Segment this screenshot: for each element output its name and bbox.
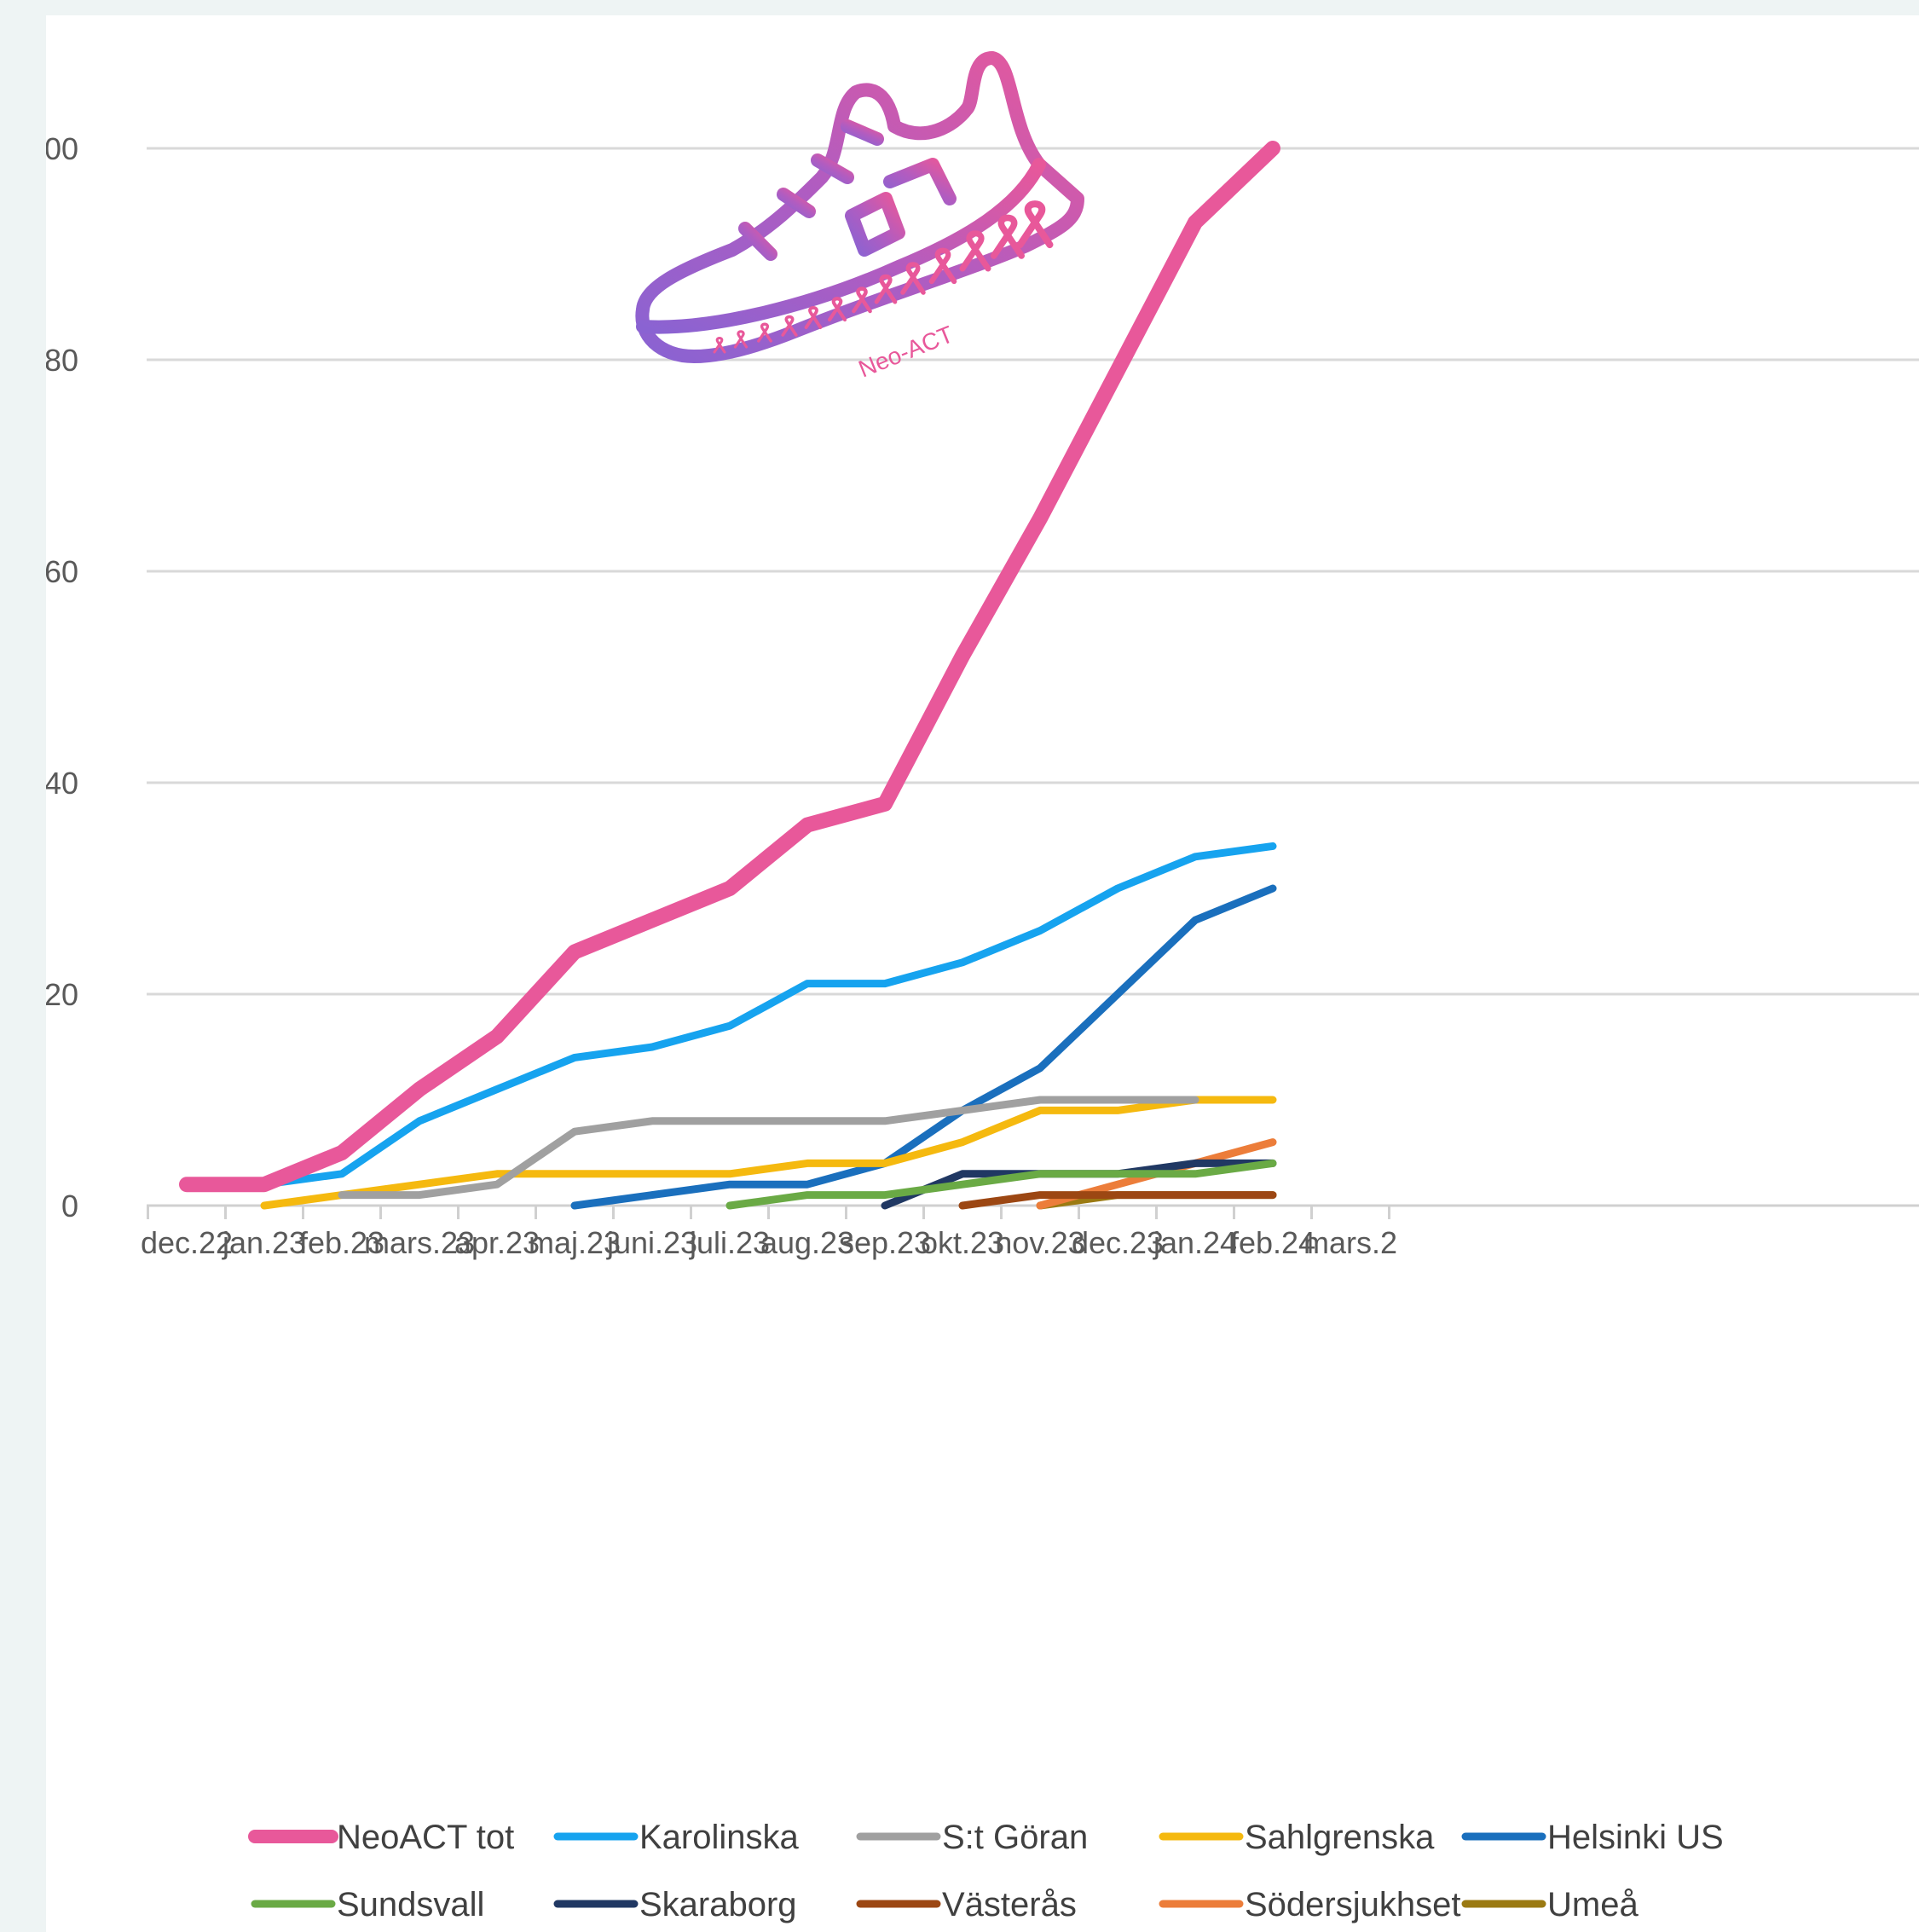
x-tick-label: apr.23 — [454, 1225, 540, 1260]
y-tick-labels: 0 20 40 60 80 100 — [46, 131, 78, 1223]
x-tick-label: juni.23 — [606, 1225, 697, 1260]
legend-item: Sundsvall — [251, 1886, 484, 1923]
series-line-sahlgrenska — [260, 1096, 1277, 1210]
legend-label: Västerås — [942, 1886, 1077, 1923]
legend-item: Skaraborg — [553, 1886, 797, 1923]
ribbon-icon — [1016, 200, 1054, 249]
logo-wordmark: Neo-ACT — [855, 321, 957, 382]
x-tick-label: juli.23 — [689, 1225, 770, 1260]
x-tick-label: jan.23 — [222, 1225, 306, 1260]
ribbon-icon — [781, 315, 798, 337]
x-tick-label: maj.23 — [529, 1225, 621, 1260]
chart-card: 0 20 40 60 80 100 dec.22jan.23feb.23mars.23ap… — [46, 15, 1919, 1932]
ribbon-icon — [900, 262, 926, 295]
legend-item: Umeå — [1461, 1886, 1639, 1923]
x-tick-label: sep.23 — [839, 1225, 931, 1260]
legend-item: Västerås — [856, 1886, 1077, 1923]
y-tick-label: 20 — [46, 977, 78, 1012]
legend: NeoACT tot Karolinska S:t Göran Sahlgrenska… — [248, 1819, 1724, 1923]
ribbon-icon — [713, 337, 726, 354]
neo-act-shoe-logo: Neo-ACT — [635, 51, 1084, 383]
legend-label: Sahlgrenska — [1245, 1819, 1435, 1856]
y-tick-label: 100 — [46, 131, 78, 166]
legend-item: Sahlgrenska — [1159, 1819, 1435, 1856]
ribbon-icon — [874, 274, 898, 304]
legend-label: S:t Göran — [942, 1819, 1088, 1856]
legend-label: Södersjukhset — [1245, 1886, 1460, 1923]
x-axis — [147, 1204, 1919, 1219]
ribbon-icon — [804, 305, 823, 329]
ribbon-icon — [959, 230, 991, 272]
legend-item: NeoACT tot — [248, 1819, 514, 1856]
x-tick-label: mars.2 — [1303, 1225, 1397, 1260]
legend-label: NeoACT tot — [337, 1819, 514, 1856]
ribbon-icon — [928, 247, 957, 285]
legend-label: Helsinki US — [1547, 1819, 1724, 1856]
legend-item: Södersjukhset — [1159, 1886, 1460, 1923]
x-tick-label: aug.23 — [760, 1225, 854, 1260]
x-tick-label: nov.23 — [995, 1225, 1084, 1260]
x-tick-label: dec.22 — [141, 1225, 233, 1260]
ribbon-icon — [757, 322, 772, 343]
series-line-neoact-tot — [179, 141, 1280, 1193]
legend-item: S:t Göran — [856, 1819, 1088, 1856]
series-lines — [179, 141, 1280, 1210]
series-line-s-t-g-ran — [338, 1096, 1199, 1200]
legend-label: Karolinska — [639, 1819, 800, 1856]
y-tick-label: 80 — [46, 343, 78, 378]
series-line-karolinska — [182, 842, 1277, 1189]
series-line-helsinki-us — [570, 884, 1277, 1210]
ribbon-icon — [852, 286, 872, 314]
ribbon-icon — [991, 214, 1025, 259]
series-line-sundsvall — [725, 1159, 1277, 1210]
x-tick-label: feb.23 — [299, 1225, 384, 1260]
legend-item: Karolinska — [553, 1819, 800, 1856]
y-tick-label: 60 — [46, 554, 78, 589]
x-tick-labels: dec.22jan.23feb.23mars.23apr.23maj.23jun… — [141, 1225, 1397, 1260]
legend-label: Sundsvall — [337, 1886, 484, 1923]
x-tick-label: mars.23 — [364, 1225, 475, 1260]
line-chart: 0 20 40 60 80 100 dec.22jan.23feb.23mars.23ap… — [46, 51, 1919, 1923]
x-tick-label: jan.24 — [1153, 1225, 1237, 1260]
legend-item: Helsinki US — [1461, 1819, 1724, 1856]
ribbon-icon — [827, 297, 847, 322]
legend-label: Umeå — [1547, 1886, 1639, 1923]
y-tick-label: 40 — [46, 766, 78, 801]
y-tick-label: 0 — [61, 1189, 78, 1223]
ribbon-icon — [733, 330, 749, 349]
x-tick-label: okt.23 — [921, 1225, 1004, 1260]
x-tick-label: dec.23 — [1072, 1225, 1164, 1260]
legend-label: Skaraborg — [639, 1886, 797, 1923]
gridlines — [147, 147, 1919, 996]
series-line-v-ster-s — [958, 1191, 1277, 1210]
ribbon-icons — [713, 200, 1054, 354]
x-tick-label: feb.24 — [1230, 1225, 1315, 1260]
